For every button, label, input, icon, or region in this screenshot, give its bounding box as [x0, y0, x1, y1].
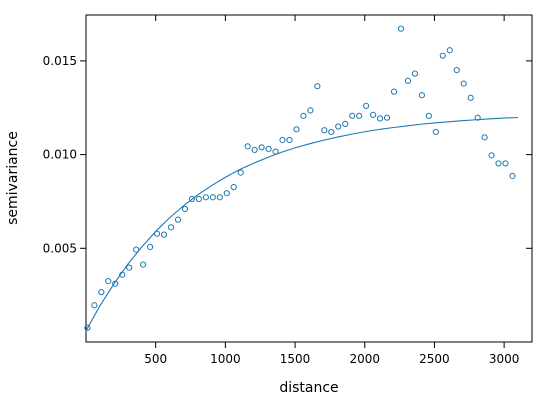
data-point [502, 160, 509, 167]
data-point [363, 102, 370, 109]
x-tick-label: 2500 [419, 352, 450, 366]
y-tick-label: 0.010 [43, 148, 77, 162]
data-point [383, 114, 391, 121]
data-point [488, 152, 495, 159]
data-point [223, 190, 230, 197]
data-point [174, 216, 182, 223]
data-point [411, 70, 419, 77]
data-point [495, 160, 502, 167]
data-point [467, 94, 474, 101]
data-point [321, 127, 328, 134]
x-tick-label: 1500 [280, 352, 311, 366]
data-point [286, 136, 293, 144]
data-point [356, 112, 363, 119]
data-point [432, 128, 439, 136]
data-point [370, 111, 377, 118]
data-point [202, 194, 209, 201]
data-point [105, 277, 112, 285]
data-point [335, 123, 342, 130]
data-point [293, 126, 300, 133]
data-point [195, 195, 202, 203]
data-point [160, 231, 168, 238]
data-point [258, 144, 265, 151]
data-point [349, 112, 356, 119]
data-point [425, 112, 432, 119]
y-axis-title: semivariance [5, 131, 21, 225]
x-tick-label: 1000 [210, 352, 241, 366]
data-point [328, 128, 335, 136]
data-point [272, 148, 279, 155]
x-tick-label: 500 [144, 352, 167, 366]
data-point [98, 289, 105, 296]
data-point [418, 92, 425, 99]
data-point [300, 112, 307, 119]
data-point [307, 107, 314, 114]
y-tick-label: 0.005 [43, 241, 77, 255]
x-tick-label: 3000 [489, 352, 520, 366]
data-point [397, 25, 405, 32]
data-point [84, 324, 91, 331]
plot-frame [85, 14, 533, 343]
data-point [390, 88, 398, 95]
data-point [404, 77, 412, 84]
data-point [265, 145, 272, 153]
data-point [314, 83, 321, 90]
data-point [91, 302, 98, 309]
data-point [342, 120, 349, 127]
data-point [474, 114, 481, 121]
data-point [153, 230, 161, 237]
data-point [126, 264, 133, 271]
data-point [446, 47, 453, 54]
x-axis-title: distance [279, 380, 338, 396]
data-point [460, 80, 467, 87]
data-point [453, 66, 460, 74]
x-axis: 500 1000 1500 2000 2500 3000 [144, 15, 519, 366]
data-point [119, 271, 126, 278]
data-point [481, 134, 488, 141]
data-point [133, 246, 140, 253]
data-point [188, 195, 196, 203]
data-point [244, 143, 251, 150]
data-point [167, 224, 175, 231]
data-point [209, 194, 216, 201]
x-tick-label: 2000 [349, 352, 380, 366]
data-point [181, 205, 189, 213]
data-point [147, 243, 154, 251]
fitted-model-line [85, 116, 519, 332]
data-point [230, 183, 237, 191]
y-tick-label: 0.015 [43, 54, 77, 68]
data-point [251, 146, 258, 154]
y-axis: 0.005 0.010 0.015 [43, 54, 532, 255]
sample-points [84, 25, 516, 331]
data-point [509, 172, 516, 180]
data-point [140, 261, 147, 268]
data-point [216, 194, 223, 201]
data-point [237, 169, 244, 176]
data-point [112, 280, 119, 287]
data-point [279, 136, 286, 144]
data-point [376, 115, 384, 122]
data-point [439, 52, 446, 59]
